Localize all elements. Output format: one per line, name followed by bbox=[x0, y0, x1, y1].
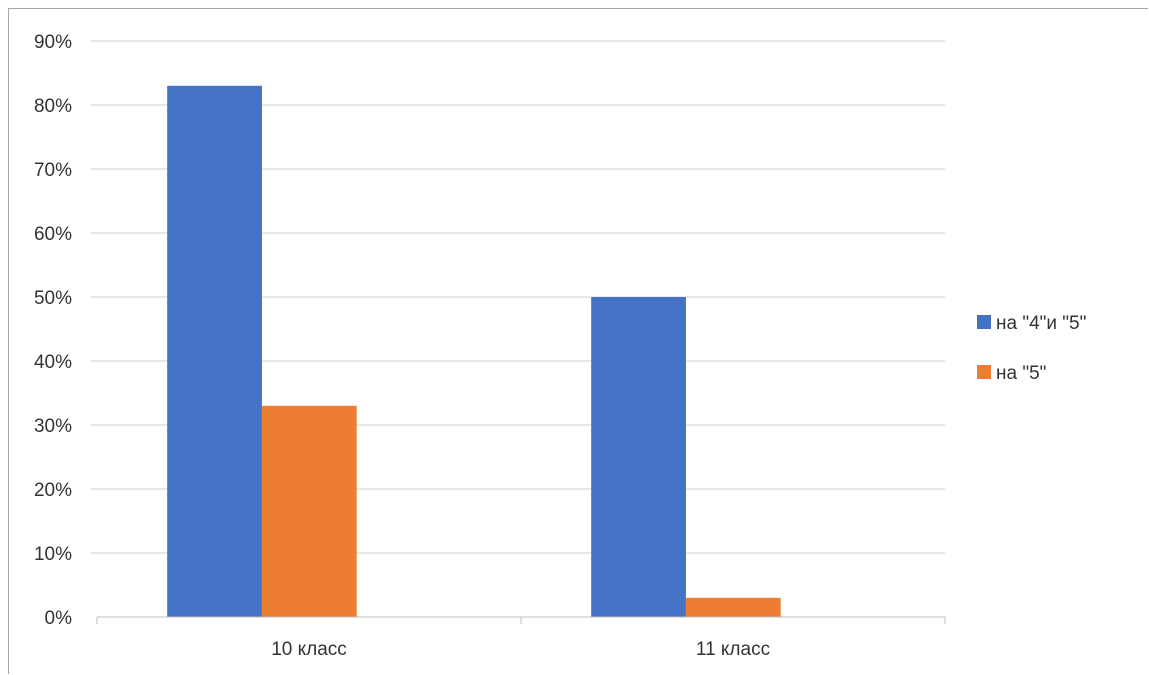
y-tick-label: 80% bbox=[34, 96, 72, 117]
y-tick-label: 30% bbox=[34, 416, 72, 437]
y-tick-label: 70% bbox=[34, 160, 72, 181]
y-tick-label: 20% bbox=[34, 480, 72, 501]
bar-series-1 bbox=[591, 297, 686, 617]
bar-series-2 bbox=[685, 597, 781, 617]
x-axis-category-labels: 10 класс 11 класс bbox=[271, 639, 770, 660]
legend-swatch bbox=[977, 315, 991, 329]
x-category-label: 11 класс bbox=[696, 639, 770, 660]
x-category-label: 10 класс bbox=[271, 639, 347, 660]
y-tick-label: 90% bbox=[34, 32, 72, 53]
legend: на "4"и "5" на "5" bbox=[977, 313, 1086, 384]
legend-label: на "4"и "5" bbox=[996, 313, 1086, 334]
y-tick-label: 60% bbox=[34, 224, 72, 245]
bar-series-1 bbox=[167, 85, 262, 618]
y-tick-label: 50% bbox=[34, 288, 72, 309]
chart-frame bbox=[8, 8, 1148, 674]
gridlines bbox=[91, 40, 945, 554]
x-axis bbox=[96, 616, 946, 624]
y-tick-label: 0% bbox=[45, 608, 73, 629]
bars bbox=[167, 85, 781, 618]
y-tick-label: 10% bbox=[34, 544, 72, 565]
legend-label: на "5" bbox=[996, 363, 1046, 384]
bar-series-2 bbox=[261, 405, 357, 617]
legend-swatch bbox=[977, 365, 991, 379]
y-tick-label: 40% bbox=[34, 352, 72, 373]
y-axis-tick-labels: 0% 10% 20% 30% 40% 50% 60% 70% 80% 90% bbox=[34, 32, 72, 629]
